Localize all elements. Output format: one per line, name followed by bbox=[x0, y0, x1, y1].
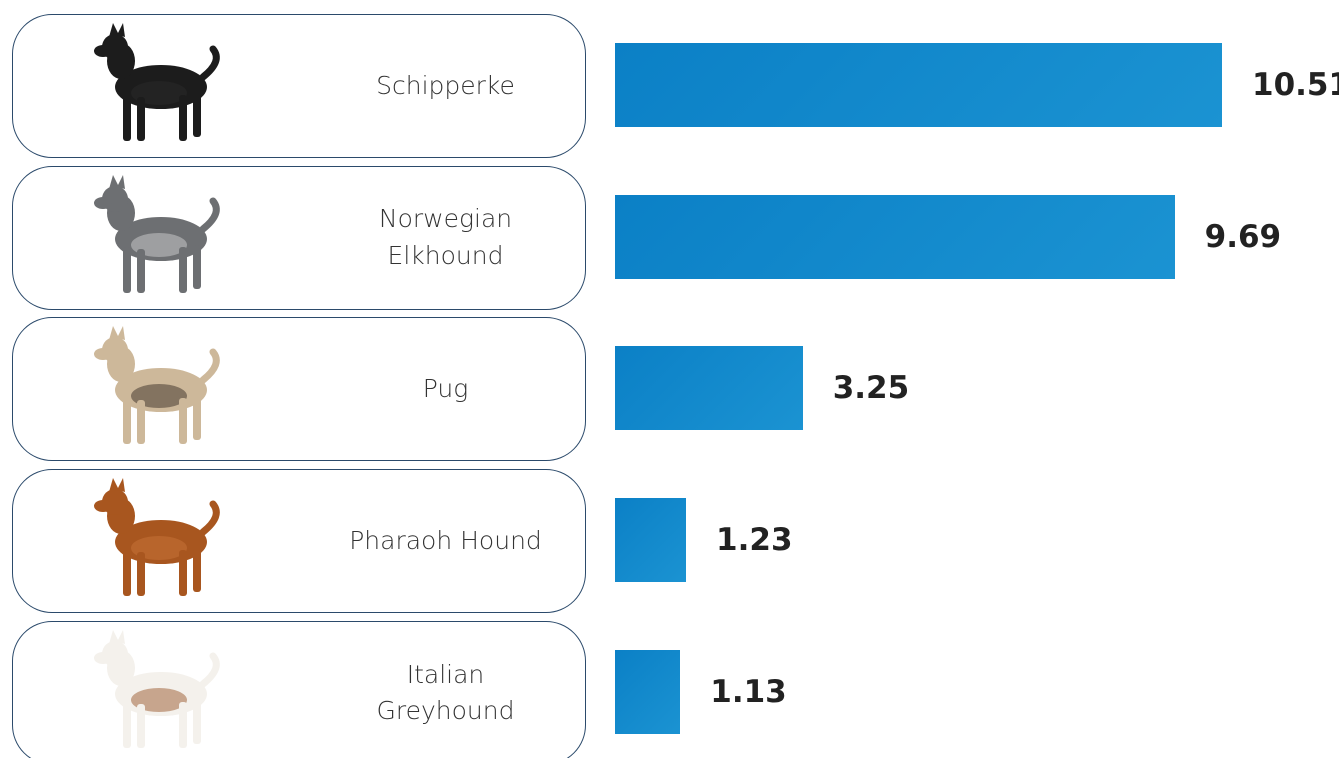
bar bbox=[615, 498, 687, 583]
category-label: Italian Greyhound bbox=[376, 659, 515, 725]
category-card: Norwegian Elkhound bbox=[12, 165, 586, 310]
bar bbox=[615, 43, 1222, 127]
dog-illustration bbox=[94, 629, 220, 748]
bar bbox=[615, 346, 803, 431]
category-label: Pharaoh Hound bbox=[349, 525, 542, 555]
dog-image bbox=[83, 324, 243, 460]
category-card: Schipperke bbox=[12, 14, 586, 158]
category-label: Pug bbox=[422, 374, 469, 404]
dog-illustration bbox=[94, 23, 220, 141]
category-card: Italian Greyhound bbox=[12, 620, 586, 758]
value-label: 10.51 bbox=[1252, 67, 1339, 103]
bar bbox=[615, 194, 1175, 279]
category-label: Norwegian Elkhound bbox=[378, 204, 513, 270]
dog-illustration bbox=[94, 174, 220, 293]
dog-image bbox=[83, 476, 243, 612]
dog-image bbox=[83, 628, 243, 758]
dog-illustration bbox=[94, 326, 220, 445]
value-label: 1.23 bbox=[716, 522, 793, 559]
dog-image bbox=[83, 21, 243, 157]
category-card: Pug bbox=[12, 317, 586, 462]
category-label: Schipperke bbox=[376, 70, 515, 100]
value-label: 1.13 bbox=[710, 673, 787, 710]
value-label: 3.25 bbox=[832, 370, 910, 407]
dog-illustration bbox=[94, 478, 220, 597]
bar bbox=[615, 649, 681, 734]
value-label: 9.69 bbox=[1204, 218, 1282, 255]
category-card: Pharaoh Hound bbox=[12, 469, 586, 614]
dog-image bbox=[83, 173, 243, 309]
